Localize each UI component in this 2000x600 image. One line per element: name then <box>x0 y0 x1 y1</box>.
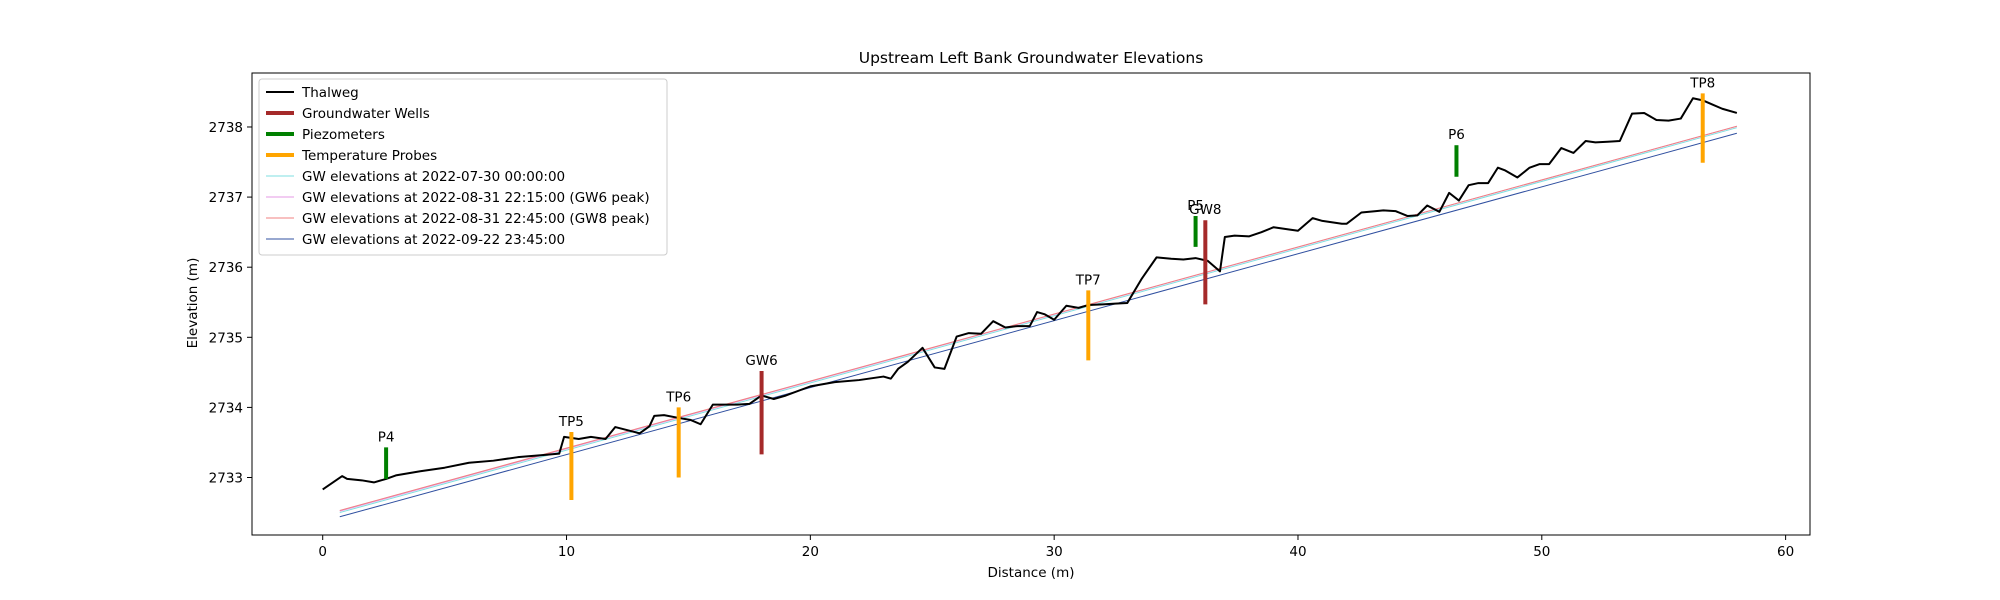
legend-entry-6: GW elevations at 2022-08-31 22:15:00 (GW… <box>302 190 650 206</box>
marker-label-tp5: TP5 <box>558 414 584 430</box>
x-axis-label: Distance (m) <box>987 565 1074 581</box>
y-tick-label-2733: 2733 <box>209 471 243 487</box>
marker-label-p6: P6 <box>1448 127 1465 143</box>
axes: 0 10 20 30 40 50 60 2733 2734 2735 2736 2737 2738 <box>209 72 1811 560</box>
x-tick-label-20: 20 <box>802 544 819 560</box>
y-tick-label-2736: 2736 <box>209 260 243 276</box>
marker-label-tp6: TP6 <box>665 389 691 405</box>
legend-entry-2: Groundwater Wells <box>302 106 430 122</box>
x-tick-label-10: 10 <box>558 544 575 560</box>
marker-label-p4: P4 <box>378 429 395 445</box>
thalweg-line <box>322 97 1738 491</box>
y-tick-label-2738: 2738 <box>209 120 243 136</box>
marker-label-gw6: GW6 <box>745 353 777 369</box>
marker-label-tp7: TP7 <box>1075 272 1101 288</box>
legend-entry-5: GW elevations at 2022-07-30 00:00:00 <box>302 169 565 185</box>
axes-frame <box>251 72 1811 536</box>
x-tick-label-0: 0 <box>318 544 327 560</box>
legend-entry-4: Temperature Probes <box>301 148 437 164</box>
x-tick-label-60: 60 <box>1777 544 1794 560</box>
legend-entry-3: Piezometers <box>302 127 385 143</box>
legend-entry-8: GW elevations at 2022-09-22 23:45:00 <box>302 232 565 248</box>
y-tick-label-2734: 2734 <box>209 400 243 416</box>
y-tick-label-2737: 2737 <box>209 190 243 206</box>
x-tick-label-40: 40 <box>1289 544 1306 560</box>
legend-entry-1: Thalweg <box>301 85 359 101</box>
x-tick-label-30: 30 <box>1046 544 1063 560</box>
legend-box <box>258 78 668 256</box>
marker-label-gw8: GW8 <box>1189 202 1221 218</box>
legend: Thalweg Groundwater Wells Piezometers Tempe… <box>258 78 668 256</box>
marker-label-tp8: TP8 <box>1689 75 1715 91</box>
marker-label-p5: P5 <box>1187 198 1204 214</box>
legend-entry-7: GW elevations at 2022-08-31 22:45:00 (GW… <box>302 211 650 227</box>
y-tick-label-2735: 2735 <box>209 330 243 346</box>
y-axis-label: Elevation (m) <box>185 258 201 349</box>
x-tick-label-50: 50 <box>1533 544 1550 560</box>
chart-title: Upstream Left Bank Groundwater Elevation… <box>859 49 1204 67</box>
